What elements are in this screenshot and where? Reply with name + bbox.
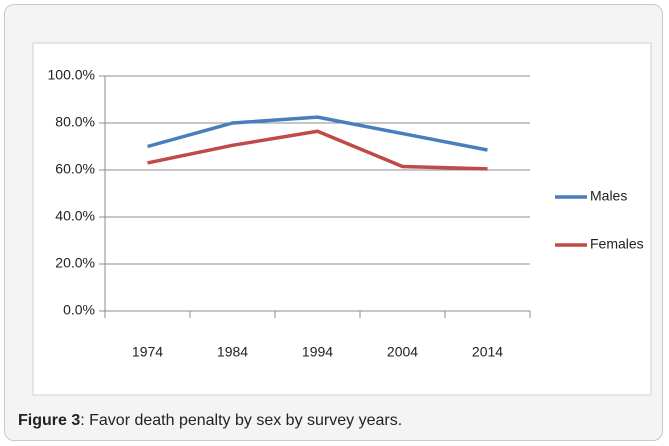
chart-area xyxy=(32,42,652,396)
x-tick-label: 1984 xyxy=(217,344,248,360)
series-line xyxy=(147,115,488,152)
x-tick-label: 1994 xyxy=(302,344,333,360)
series-line xyxy=(147,129,488,171)
y-tick-label: 0.0% xyxy=(63,302,95,318)
y-tick-label: 40.0% xyxy=(55,208,95,224)
figure-caption: Figure 3: Favor death penalty by sex by … xyxy=(18,412,402,430)
x-tick-label: 1974 xyxy=(132,344,163,360)
y-tick-label: 80.0% xyxy=(55,114,95,130)
y-tick-label: 60.0% xyxy=(55,161,95,177)
legend-label: Males xyxy=(590,188,627,204)
caption-label: Figure 3 xyxy=(18,412,81,429)
legend-label: Females xyxy=(590,236,644,252)
caption-text: : Favor death penalty by sex by survey y… xyxy=(80,412,403,429)
x-tick-label: 2014 xyxy=(472,344,503,360)
x-tick-label: 2004 xyxy=(387,344,418,360)
y-tick-label: 100.0% xyxy=(48,67,95,83)
y-tick-label: 20.0% xyxy=(55,255,95,271)
